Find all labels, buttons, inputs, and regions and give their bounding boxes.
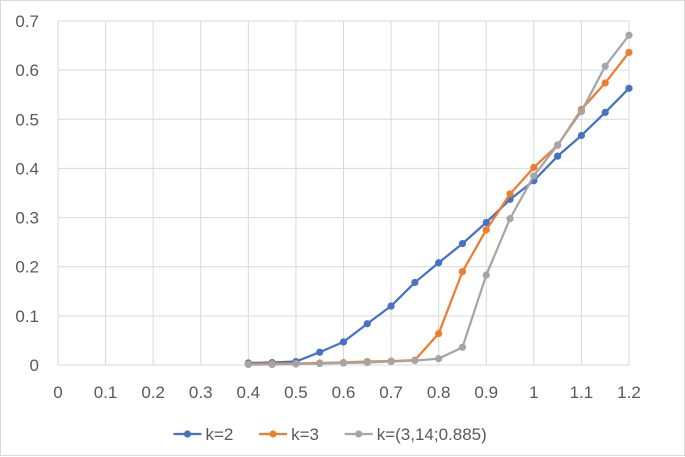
data-point: [292, 360, 300, 368]
legend-item: k=2: [173, 425, 234, 444]
data-point: [601, 108, 609, 117]
data-point: [363, 358, 371, 367]
data-point: [363, 320, 371, 328]
data-point: [506, 190, 514, 198]
data-point: [554, 152, 562, 160]
x-tick-label: 0.7: [379, 383, 403, 402]
x-tick-label: 0.5: [284, 383, 308, 402]
x-tick-label: 1.2: [617, 383, 641, 402]
legend-marker: [355, 430, 363, 438]
legend-label: k=(3,14;0.885): [377, 425, 487, 444]
data-point: [482, 218, 490, 227]
x-tick-label: 0.6: [332, 383, 356, 402]
data-point: [625, 31, 633, 39]
data-point: [435, 259, 443, 267]
data-point: [316, 348, 324, 356]
y-tick-label: 0.2: [15, 258, 39, 277]
legend-marker: [183, 430, 192, 438]
x-tick-label: 0.8: [427, 383, 451, 402]
x-tick-label: 1: [529, 383, 538, 402]
legend-label: k=2: [206, 425, 234, 444]
data-point: [601, 79, 609, 87]
data-point: [339, 338, 348, 346]
y-tick-label: 0: [30, 356, 39, 375]
data-point: [506, 214, 514, 223]
y-tick-label: 0.3: [15, 209, 39, 228]
x-tick-label: 1.1: [570, 383, 594, 402]
x-tick-label: 0.9: [474, 383, 498, 402]
x-tick-label: 0.1: [94, 383, 118, 402]
x-tick-label: 0: [53, 383, 62, 402]
data-point: [268, 360, 276, 369]
y-tick-label: 0.6: [15, 61, 39, 80]
data-point: [458, 343, 467, 351]
data-point: [625, 48, 633, 57]
data-point: [577, 107, 586, 116]
data-point: [435, 329, 443, 338]
data-point: [339, 359, 348, 367]
data-point: [577, 131, 586, 140]
y-tick-label: 0.7: [15, 12, 39, 31]
data-point: [482, 271, 490, 279]
data-point: [435, 355, 443, 363]
data-point: [625, 84, 633, 92]
data-point: [530, 163, 538, 172]
legend-marker: [269, 430, 277, 438]
y-tick-label: 0.5: [15, 110, 39, 129]
data-point: [458, 240, 467, 248]
y-tick-label: 0.4: [15, 159, 39, 178]
legend-label: k=3: [291, 425, 319, 444]
data-point: [554, 141, 562, 149]
data-point: [411, 278, 419, 287]
data-point: [601, 62, 609, 70]
data-point: [458, 268, 467, 276]
data-point: [387, 357, 395, 366]
x-tick-label: 0.3: [189, 383, 213, 402]
data-point: [244, 360, 252, 369]
x-tick-label: 0.4: [237, 383, 261, 402]
data-point: [316, 359, 324, 368]
data-point: [530, 172, 538, 180]
y-tick-label: 0.1: [15, 307, 39, 326]
data-point: [411, 356, 419, 365]
x-tick-label: 0.2: [141, 383, 165, 402]
data-point: [482, 226, 490, 234]
data-point: [387, 302, 395, 310]
legend-item: k=(3,14;0.885): [344, 425, 487, 444]
legend-item: k=3: [259, 425, 319, 444]
